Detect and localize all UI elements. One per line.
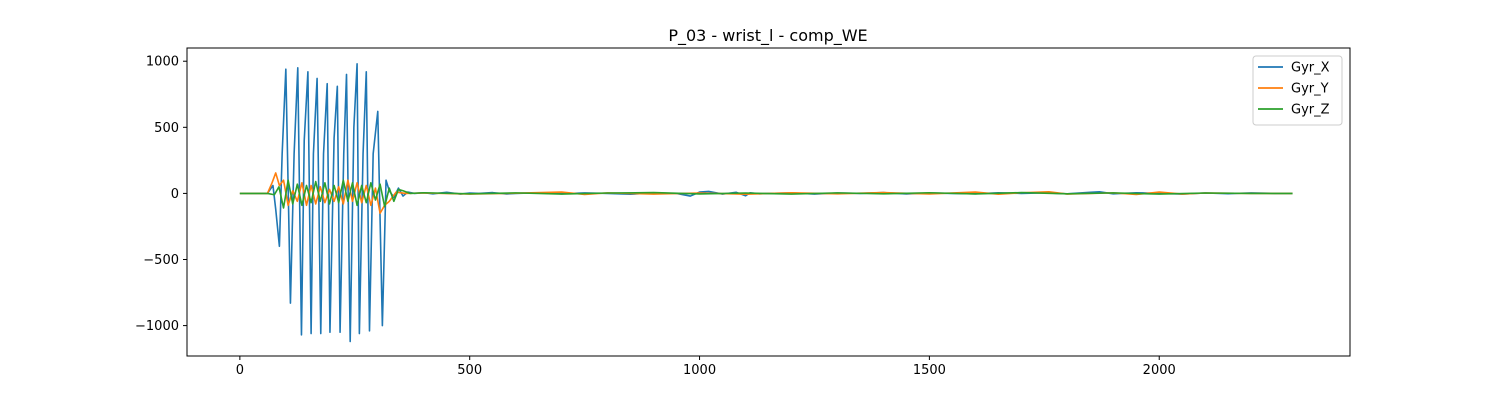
x-tick-label: 2000 — [1143, 363, 1176, 378]
y-tick-label: −1000 — [135, 319, 179, 334]
legend: Gyr_X Gyr_Y Gyr_Z — [1252, 55, 1343, 126]
x-tick-label: 1500 — [913, 363, 946, 378]
series-line-gyr-z — [239, 179, 1293, 209]
legend-box — [1252, 55, 1343, 126]
x-tick-label: 500 — [457, 363, 482, 378]
chart-title: P_03 - wrist_l - comp_WE — [668, 26, 867, 46]
plot-area: 0 500 1000 1500 2000 −1000 −500 0 500 1000 — [135, 47, 1351, 378]
y-tick-label: 1000 — [146, 55, 179, 70]
legend-label-gyr-z: Gyr_Z — [1291, 103, 1330, 118]
axes-frame — [186, 47, 1351, 357]
y-tick-label: −500 — [143, 253, 179, 268]
legend-label-gyr-x: Gyr_X — [1291, 61, 1330, 76]
x-tick-label: 1000 — [683, 363, 716, 378]
y-tick-label: 0 — [171, 187, 179, 202]
series-lines — [239, 63, 1293, 343]
legend-label-gyr-y: Gyr_Y — [1291, 82, 1329, 97]
y-tick-label: 500 — [154, 121, 179, 136]
x-tick-label: 0 — [236, 363, 244, 378]
